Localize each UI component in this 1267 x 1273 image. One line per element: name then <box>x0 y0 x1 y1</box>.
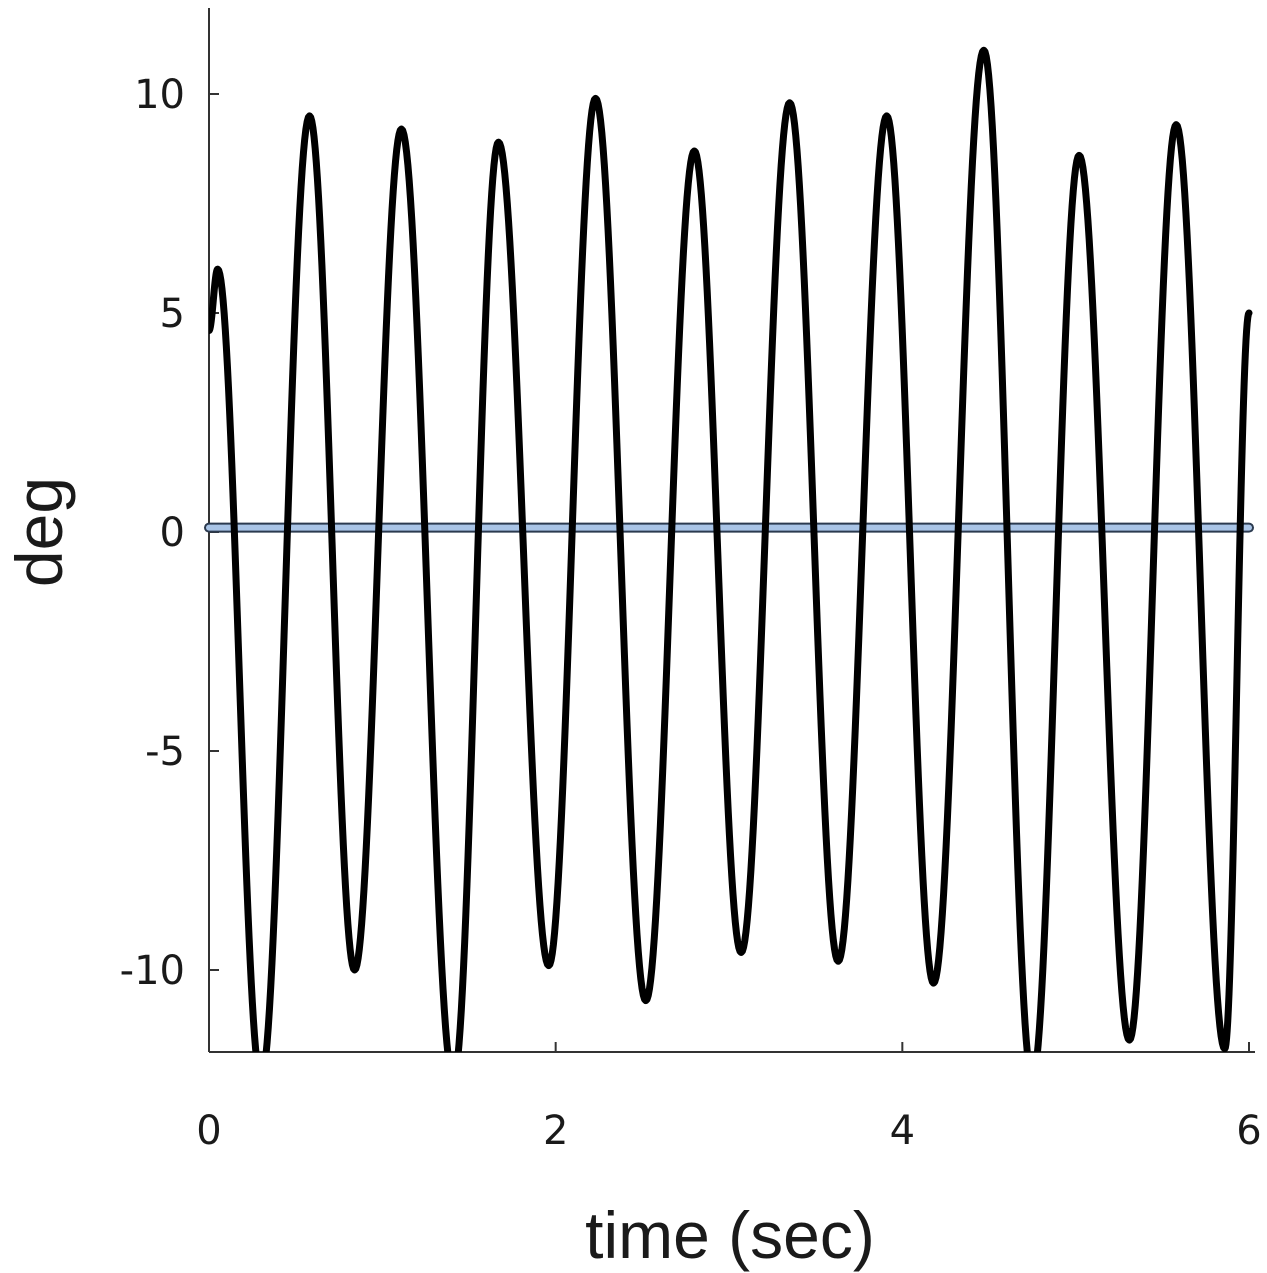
ticks: 0 2 4 6 10 5 0 -5 -10 <box>120 72 1262 1154</box>
x-tick-label: 4 <box>890 1108 915 1154</box>
series-layer <box>204 46 1254 1052</box>
y-tick-label: 0 <box>160 510 185 556</box>
x-tick-label: 6 <box>1236 1108 1261 1154</box>
y-tick-label: 5 <box>160 291 185 337</box>
signal-line <box>209 46 1253 1052</box>
y-tick-label: -5 <box>145 729 185 775</box>
x-tick-label: 0 <box>196 1108 221 1154</box>
y-tick-label: 10 <box>134 72 185 118</box>
x-tick-label: 2 <box>543 1108 568 1154</box>
y-tick-label: -10 <box>120 948 185 994</box>
y-axis-label: deg <box>2 477 76 587</box>
x-axis-label: time (sec) <box>585 1198 875 1272</box>
